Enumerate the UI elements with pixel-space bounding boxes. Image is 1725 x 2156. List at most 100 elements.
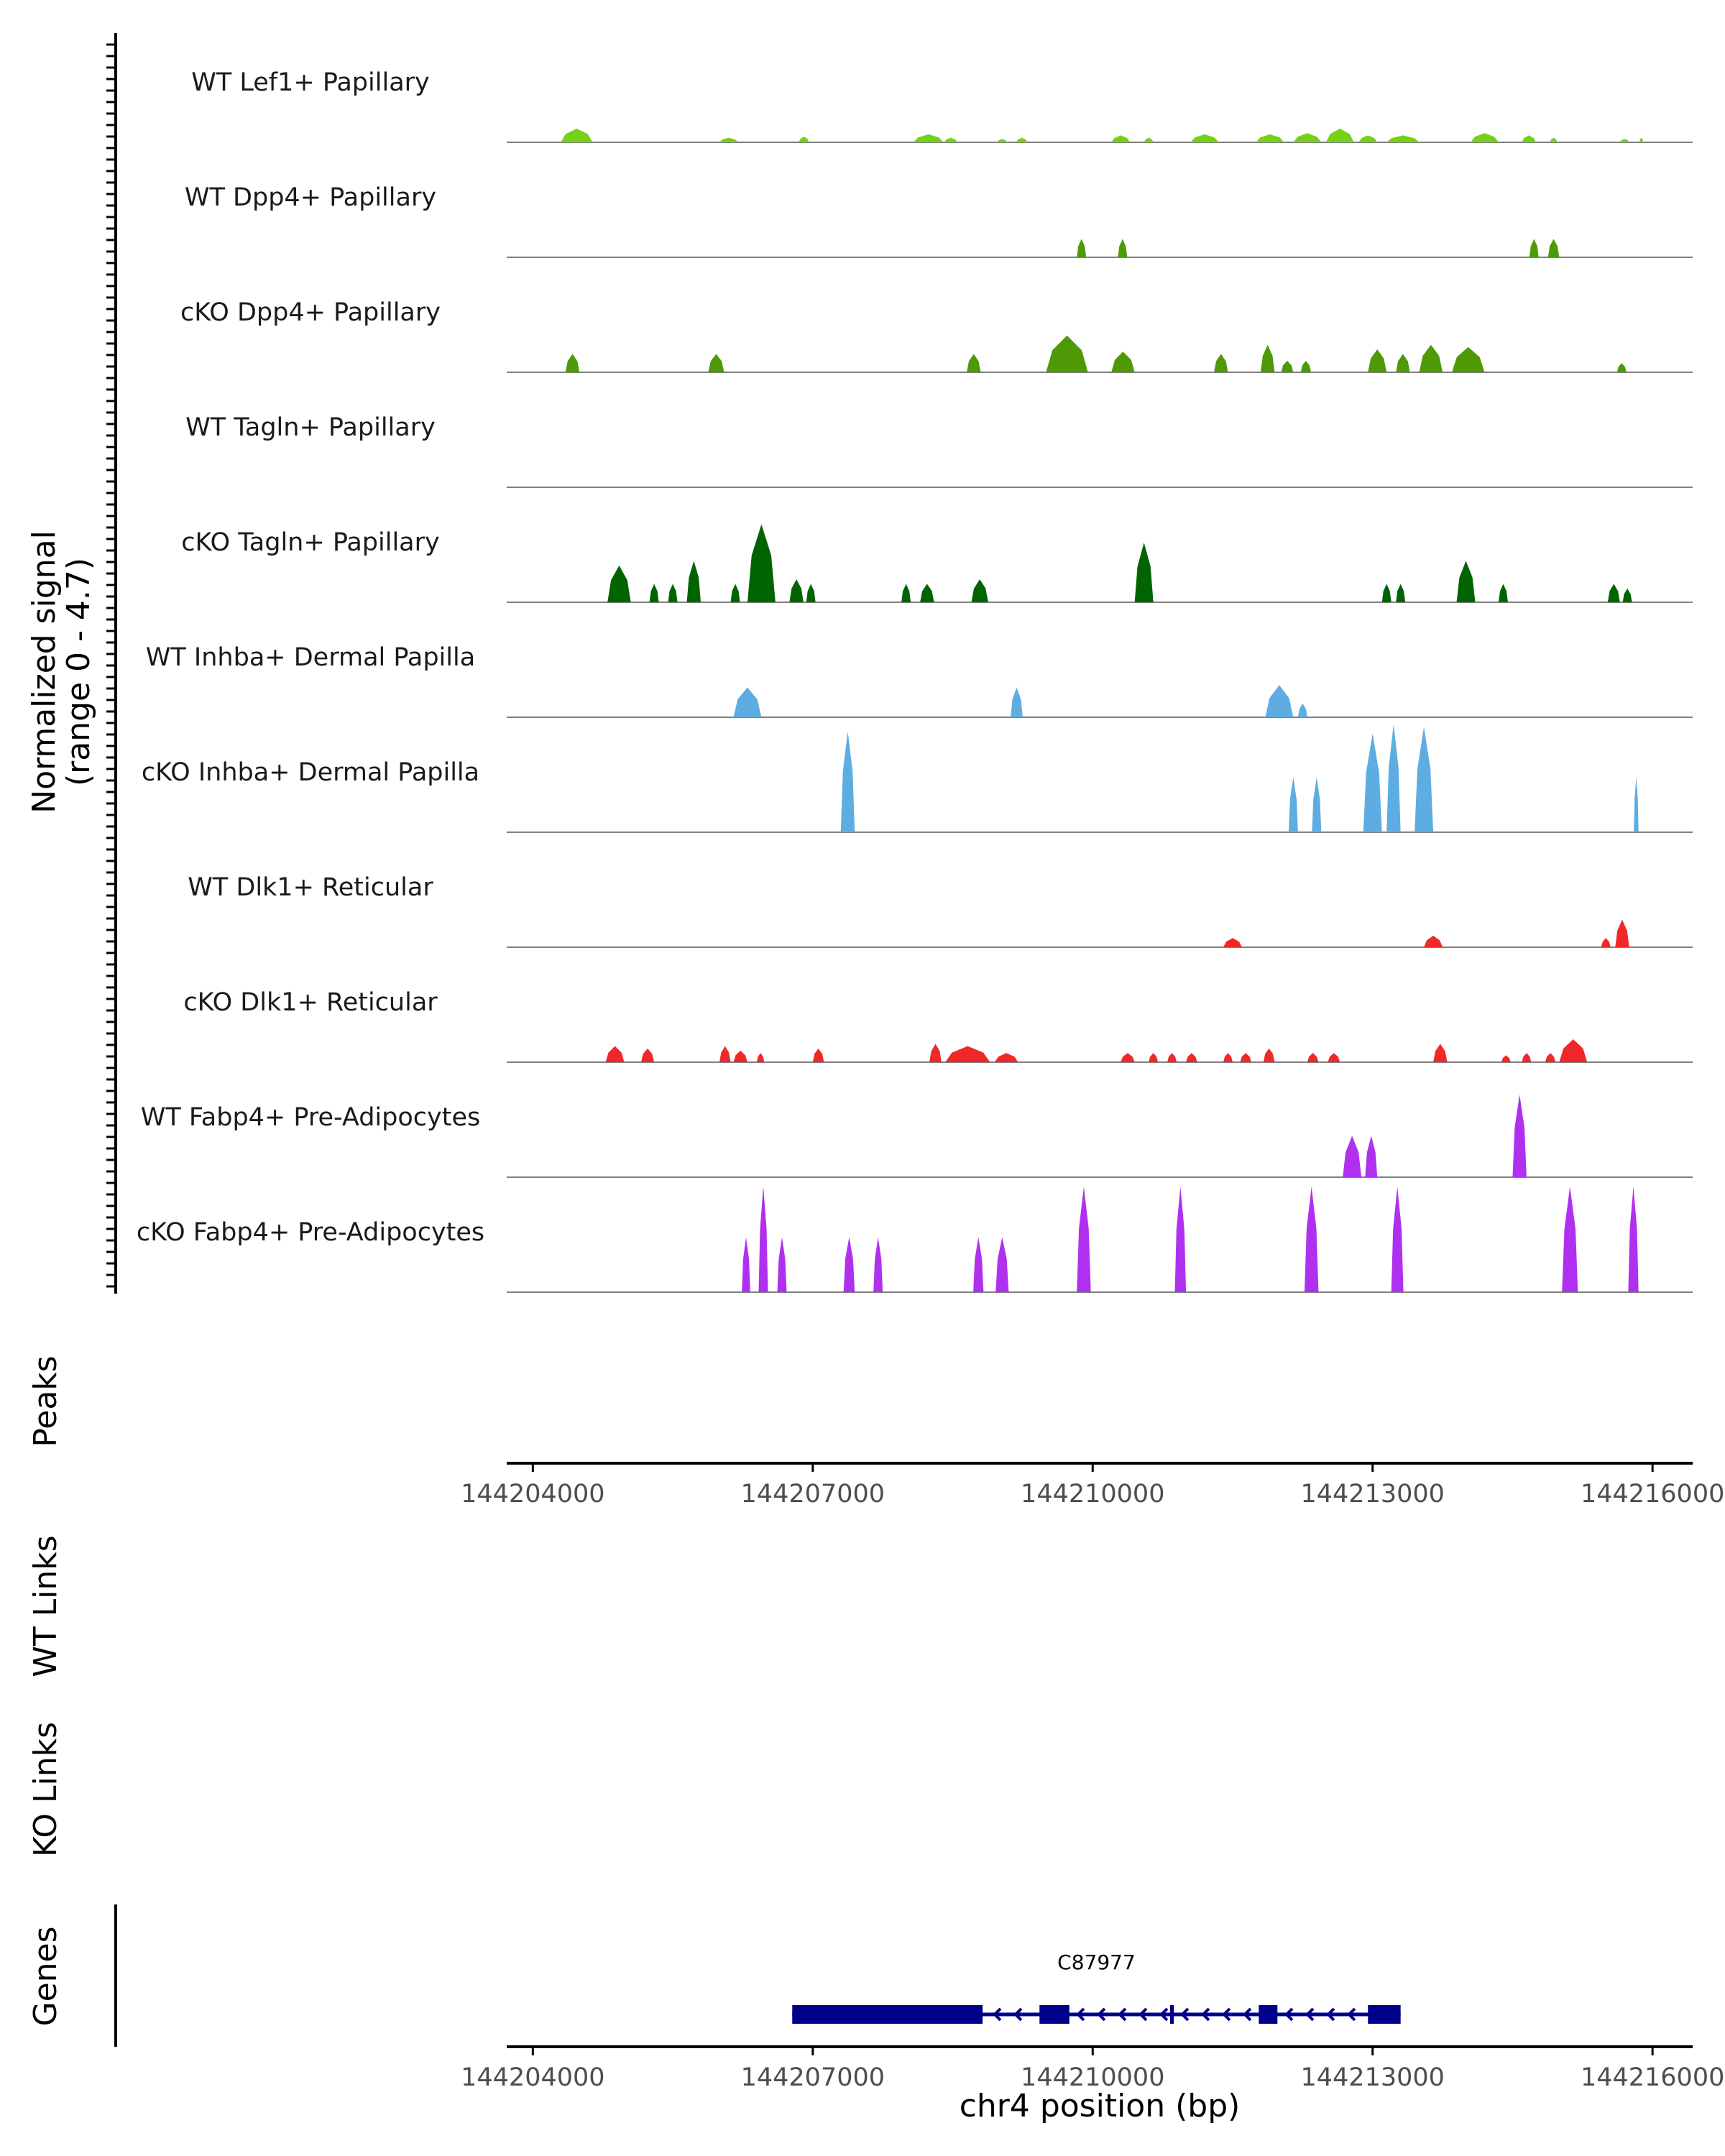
coverage-peak xyxy=(1414,727,1434,832)
coverage-peak xyxy=(1368,349,1387,372)
coverage-peak xyxy=(1297,703,1307,717)
signal-y-axis-ticks xyxy=(106,43,116,1288)
x-tick-label: 144213000 xyxy=(1301,1480,1445,1508)
coverage-peak xyxy=(1300,361,1312,372)
coverage-peak xyxy=(973,1237,984,1292)
coverage-peak xyxy=(944,137,958,142)
coverage-peak xyxy=(1607,584,1620,602)
coverage-peak xyxy=(1522,1053,1532,1062)
coverage-peak xyxy=(733,1051,748,1062)
coverage-peak xyxy=(1293,133,1322,142)
track-11: cKO Fabp4+ Pre-Adipocytes xyxy=(137,1187,1693,1293)
coverage-peak xyxy=(565,354,580,372)
coverage-peak xyxy=(1011,687,1023,717)
peaks-track-label: Peaks xyxy=(27,1355,64,1447)
coverage-peak xyxy=(607,565,631,602)
coverage-peak xyxy=(1265,685,1294,717)
track-10: WT Fabp4+ Pre-Adipocytes xyxy=(141,1095,1693,1178)
coverage-peak xyxy=(1396,584,1406,602)
gene-model xyxy=(792,2005,1401,2024)
coverage-peak xyxy=(1628,1187,1639,1292)
gene-exon xyxy=(1170,2005,1174,2024)
strand-arrow xyxy=(1013,2007,1023,2022)
coverage-peak xyxy=(1616,363,1627,372)
coverage-peak xyxy=(1545,1053,1556,1062)
track-label: cKO Dlk1+ Reticular xyxy=(183,988,438,1017)
coverage-peak xyxy=(733,687,762,717)
coverage-peak xyxy=(1619,139,1629,142)
coverage-peak xyxy=(1365,1135,1378,1177)
coverage-peak xyxy=(1601,938,1611,947)
coverage-peak xyxy=(1522,135,1536,142)
track-3: cKO Dpp4+ Papillary xyxy=(180,298,1693,373)
track-7: cKO Inhba+ Dermal Papilla xyxy=(142,724,1693,833)
track-5: cKO Tagln+ Papillary xyxy=(181,524,1693,603)
coverage-peak xyxy=(1343,1135,1362,1177)
coverage-peak xyxy=(1622,588,1632,602)
coverage-peak xyxy=(1381,584,1392,602)
coverage-peak xyxy=(1363,733,1382,832)
coverage-peak xyxy=(1386,135,1420,142)
strand-arrow xyxy=(1076,2007,1085,2022)
coverage-peak xyxy=(1256,134,1284,142)
coverage-peak xyxy=(967,354,981,372)
coverage-peak xyxy=(1328,1053,1340,1062)
strand-arrow xyxy=(1243,2007,1252,2022)
coverage-peak xyxy=(758,1187,768,1292)
strand-arrow xyxy=(1326,2007,1335,2022)
track-6: WT Inhba+ Dermal Papilla xyxy=(146,643,1693,718)
track-1: WT Lef1+ Papillary xyxy=(191,68,1693,143)
track-label: cKO Fabp4+ Pre-Adipocytes xyxy=(137,1218,484,1247)
track-label: cKO Inhba+ Dermal Papilla xyxy=(142,758,479,787)
track-label: WT Dlk1+ Reticular xyxy=(188,873,433,902)
coverage-peak xyxy=(1639,137,1644,142)
coverage-peak xyxy=(1190,134,1219,142)
x-tick-label: 144216000 xyxy=(1581,1480,1724,1508)
gene-exon xyxy=(1039,2005,1070,2024)
coverage-peak xyxy=(1167,1053,1177,1062)
coverage-peak xyxy=(873,1237,883,1292)
gene-exon xyxy=(1259,2005,1278,2024)
gene-exon xyxy=(1368,2005,1401,2024)
x-tick-label: 144210000 xyxy=(1021,2063,1164,2092)
strand-arrow xyxy=(1222,2007,1231,2022)
strand-arrow xyxy=(993,2007,1002,2022)
strand-arrow xyxy=(1097,2007,1106,2022)
coverage-peak xyxy=(1281,361,1294,372)
coverage-peak xyxy=(1077,1187,1091,1292)
coverage-peak xyxy=(777,1237,787,1292)
coverage-peak xyxy=(1121,1053,1135,1062)
x-tick-label: 144207000 xyxy=(741,1480,885,1508)
coverage-peak xyxy=(1419,344,1443,372)
coverage-peak xyxy=(1223,1053,1233,1062)
coverage-peak xyxy=(1046,335,1088,372)
coverage-peak xyxy=(1391,1187,1404,1292)
coverage-peak xyxy=(945,1046,990,1062)
strand-arrow xyxy=(1201,2007,1210,2022)
coverage-peak xyxy=(1288,777,1298,832)
track-2: WT Dpp4+ Papillary xyxy=(185,183,1693,258)
coverage-peak xyxy=(1529,239,1539,257)
coverage-peak xyxy=(812,1048,824,1062)
strand-arrow xyxy=(1347,2007,1356,2022)
track-9: cKO Dlk1+ Reticular xyxy=(183,988,1693,1063)
coverage-peak xyxy=(914,134,944,142)
track-8: WT Dlk1+ Reticular xyxy=(188,873,1693,948)
coverage-peak xyxy=(742,1237,750,1292)
coverage-peak xyxy=(1424,936,1443,947)
strand-arrow xyxy=(1284,2007,1294,2022)
coverage-peak xyxy=(1550,137,1558,142)
strand-arrow xyxy=(1305,2007,1315,2022)
coverage-peak xyxy=(1263,1048,1275,1062)
coverage-peak xyxy=(995,1237,1009,1292)
coverage-peak xyxy=(719,137,738,142)
x-axis-lower: 144204000 144207000 144210000 144213000 1442… xyxy=(461,2045,1724,2092)
wt-links-track-label: WT Links xyxy=(27,1535,64,1677)
coverage-peak xyxy=(806,584,816,602)
coverage-peak xyxy=(1111,351,1135,372)
track-label: cKO Dpp4+ Papillary xyxy=(180,298,441,327)
coverage-peak xyxy=(1240,1053,1251,1062)
x-tick-label: 144216000 xyxy=(1581,2063,1724,2092)
coverage-peak xyxy=(1452,346,1485,372)
track-label: WT Dpp4+ Papillary xyxy=(185,183,436,212)
